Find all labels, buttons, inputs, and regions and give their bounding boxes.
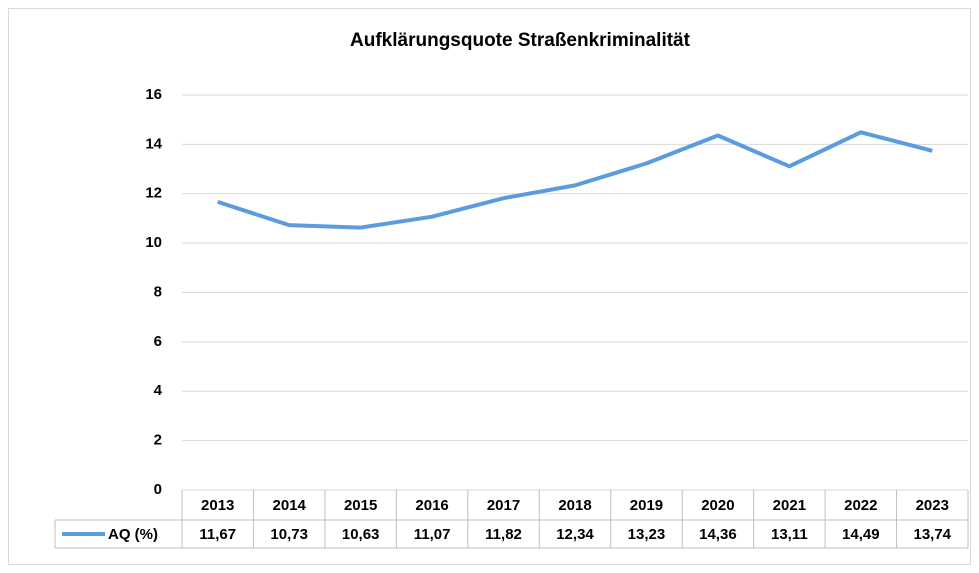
table-value: 10,73 <box>270 526 308 543</box>
x-tick-label: 2020 <box>701 497 734 514</box>
x-tick-label: 2018 <box>558 497 591 514</box>
table-value: 14,49 <box>842 526 880 543</box>
x-tick-label: 2016 <box>415 497 448 514</box>
y-tick-label: 4 <box>154 382 163 399</box>
table-value: 11,67 <box>199 526 236 543</box>
x-tick-label: 2022 <box>844 497 877 514</box>
legend-label: AQ (%) <box>108 526 158 543</box>
table-value: 13,23 <box>628 526 666 543</box>
x-tick-label: 2014 <box>272 497 306 514</box>
y-tick-label: 0 <box>154 481 162 498</box>
y-tick-label: 12 <box>145 185 162 202</box>
x-tick-label: 2023 <box>916 497 949 514</box>
x-tick-label: 2021 <box>773 497 806 514</box>
y-tick-label: 14 <box>145 135 162 152</box>
chart-border <box>8 8 971 565</box>
table-value: 14,36 <box>699 526 737 543</box>
y-tick-label: 8 <box>154 283 162 300</box>
x-tick-label: 2019 <box>630 497 663 514</box>
y-tick-label: 6 <box>154 333 162 350</box>
chart-title: Aufklärungsquote Straßenkriminalität <box>350 30 691 51</box>
table-value: 13,74 <box>913 526 951 543</box>
y-tick-label: 16 <box>145 86 162 103</box>
y-tick-label: 2 <box>154 432 162 449</box>
y-tick-label: 10 <box>145 234 162 251</box>
x-tick-label: 2017 <box>487 497 520 514</box>
x-tick-label: 2015 <box>344 497 377 514</box>
data-line <box>217 130 933 230</box>
table-value: 11,82 <box>485 526 522 543</box>
table-value: 11,07 <box>414 526 451 543</box>
table-value: 10,63 <box>342 526 380 543</box>
table-value: 13,11 <box>771 526 808 543</box>
table-value: 12,34 <box>556 526 594 543</box>
x-tick-label: 2013 <box>201 497 234 514</box>
